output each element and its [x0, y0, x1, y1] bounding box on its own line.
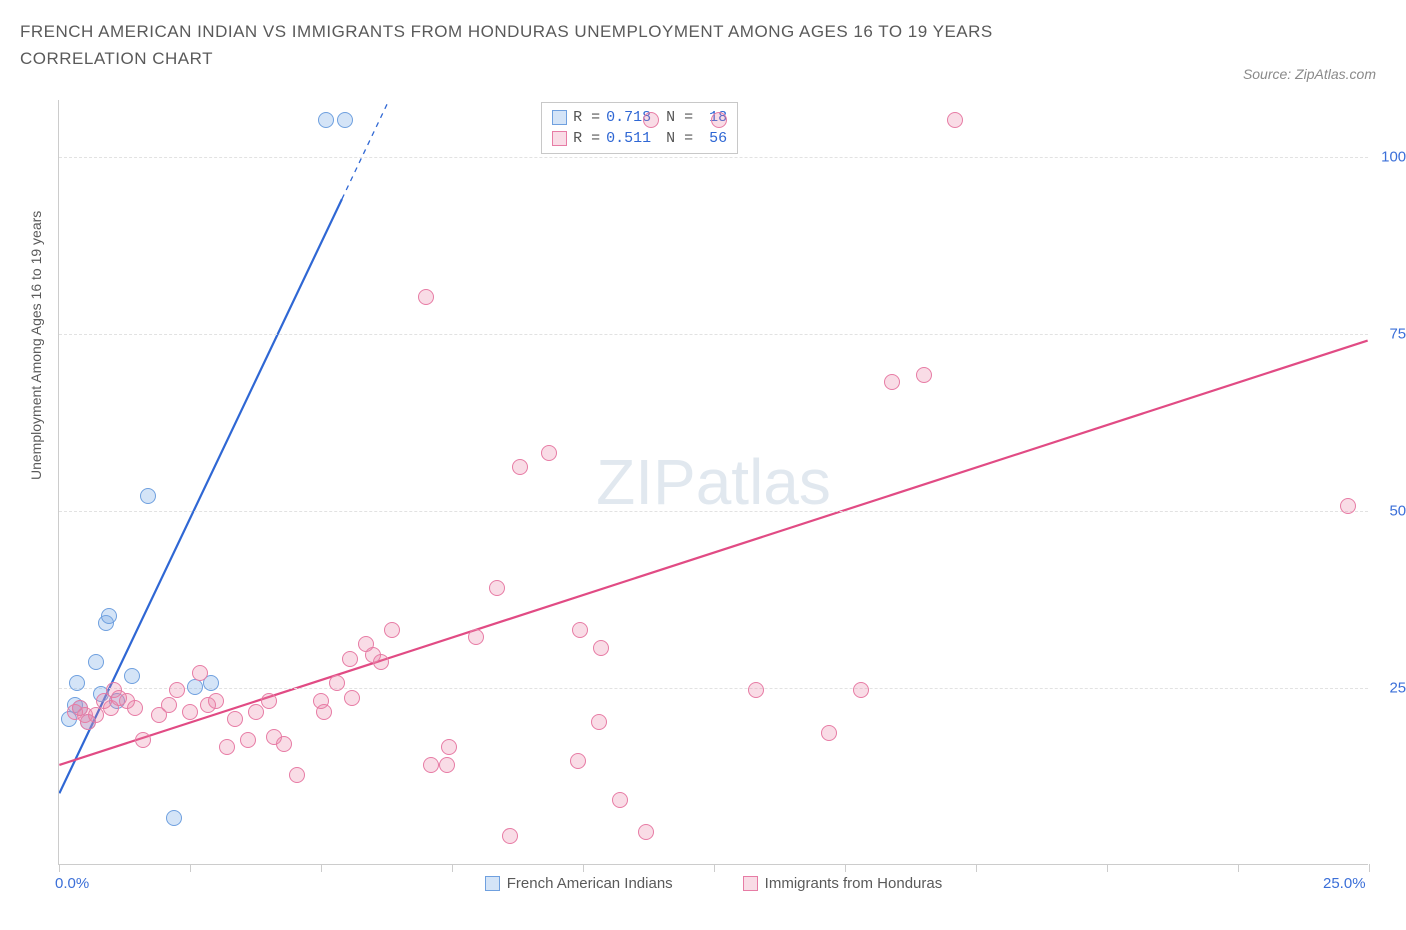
- y-tick-label: 75.0%: [1389, 325, 1406, 342]
- data-point: [916, 367, 932, 383]
- trend-lines: [59, 100, 1368, 864]
- x-tick: [1107, 864, 1108, 872]
- data-point: [69, 675, 85, 691]
- data-point: [344, 690, 360, 706]
- data-point: [169, 682, 185, 698]
- data-point: [261, 693, 277, 709]
- data-point: [612, 792, 628, 808]
- legend-correlation: R = 0.718 N = 18 R = 0.511 N = 56: [541, 102, 738, 154]
- plot-area: ZIPatlas R = 0.718 N = 18 R = 0.511 N = …: [58, 100, 1368, 865]
- data-point: [289, 767, 305, 783]
- data-point: [468, 629, 484, 645]
- data-point: [821, 725, 837, 741]
- x-tick: [452, 864, 453, 872]
- data-point: [711, 112, 727, 128]
- data-point: [88, 654, 104, 670]
- data-point: [161, 697, 177, 713]
- x-tick: [845, 864, 846, 872]
- legend-row: R = 0.718 N = 18: [552, 107, 727, 128]
- legend-series: French American Indians Immigrants from H…: [59, 875, 1368, 892]
- data-point: [489, 580, 505, 596]
- legend-item: Immigrants from Honduras: [743, 875, 943, 892]
- data-point: [124, 668, 140, 684]
- data-point: [101, 608, 117, 624]
- data-point: [219, 739, 235, 755]
- data-point: [512, 459, 528, 475]
- data-point: [572, 622, 588, 638]
- data-point: [643, 112, 659, 128]
- x-tick-label: 0.0%: [55, 875, 89, 892]
- data-point: [853, 682, 869, 698]
- watermark: ZIPatlas: [596, 445, 831, 519]
- data-point: [192, 665, 208, 681]
- y-tick-label: 25.0%: [1389, 679, 1406, 696]
- data-point: [240, 732, 256, 748]
- legend-row: R = 0.511 N = 56: [552, 128, 727, 149]
- data-point: [140, 488, 156, 504]
- x-tick: [321, 864, 322, 872]
- data-point: [384, 622, 400, 638]
- data-point: [208, 693, 224, 709]
- data-point: [337, 112, 353, 128]
- gridline: [59, 511, 1368, 512]
- data-point: [502, 828, 518, 844]
- x-tick: [1369, 864, 1370, 872]
- data-point: [638, 824, 654, 840]
- gridline: [59, 688, 1368, 689]
- data-point: [884, 374, 900, 390]
- data-point: [127, 700, 143, 716]
- data-point: [748, 682, 764, 698]
- data-point: [316, 704, 332, 720]
- y-axis-label: Unemployment Among Ages 16 to 19 years: [28, 211, 44, 480]
- x-tick-label: 25.0%: [1323, 875, 1366, 892]
- x-tick: [976, 864, 977, 872]
- data-point: [593, 640, 609, 656]
- y-tick-label: 100.0%: [1381, 148, 1406, 165]
- y-tick-label: 50.0%: [1389, 502, 1406, 519]
- data-point: [135, 732, 151, 748]
- data-point: [329, 675, 345, 691]
- data-point: [318, 112, 334, 128]
- data-point: [541, 445, 557, 461]
- gridline: [59, 157, 1368, 158]
- x-tick: [59, 864, 60, 872]
- data-point: [570, 753, 586, 769]
- data-point: [88, 707, 104, 723]
- data-point: [276, 736, 292, 752]
- data-point: [441, 739, 457, 755]
- source-attribution: Source: ZipAtlas.com: [1243, 66, 1376, 82]
- data-point: [227, 711, 243, 727]
- gridline: [59, 334, 1368, 335]
- data-point: [342, 651, 358, 667]
- chart-title: FRENCH AMERICAN INDIAN VS IMMIGRANTS FRO…: [20, 18, 1120, 72]
- data-point: [423, 757, 439, 773]
- data-point: [418, 289, 434, 305]
- x-tick: [583, 864, 584, 872]
- data-point: [591, 714, 607, 730]
- data-point: [182, 704, 198, 720]
- data-point: [439, 757, 455, 773]
- x-tick: [714, 864, 715, 872]
- data-point: [1340, 498, 1356, 514]
- data-point: [187, 679, 203, 695]
- data-point: [248, 704, 264, 720]
- data-point: [947, 112, 963, 128]
- x-tick: [190, 864, 191, 872]
- data-point: [373, 654, 389, 670]
- legend-item: French American Indians: [485, 875, 673, 892]
- x-tick: [1238, 864, 1239, 872]
- data-point: [166, 810, 182, 826]
